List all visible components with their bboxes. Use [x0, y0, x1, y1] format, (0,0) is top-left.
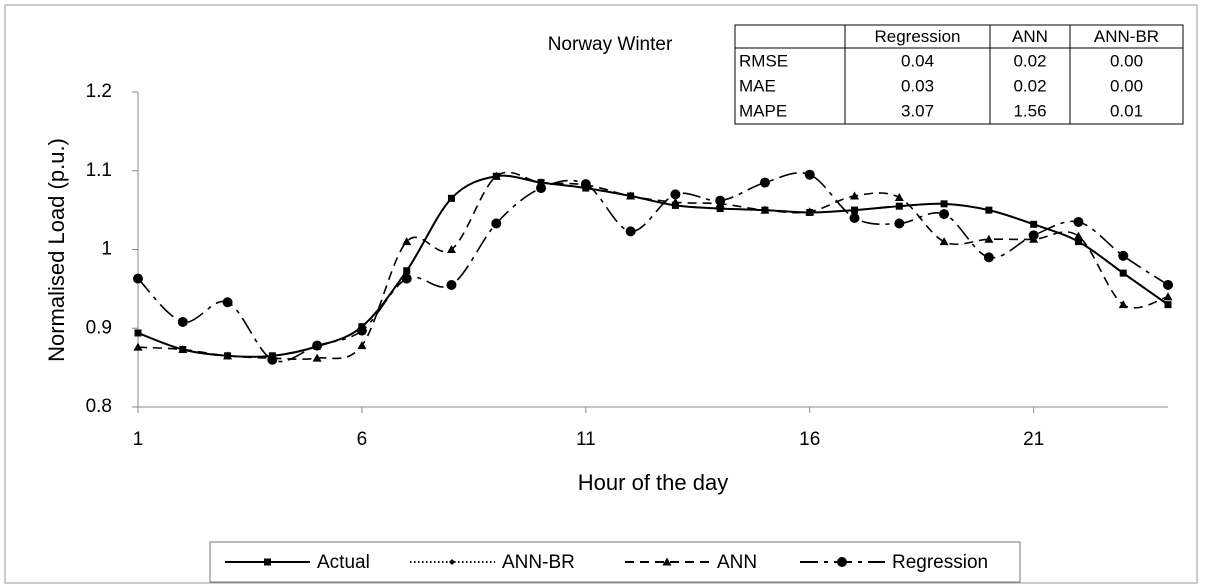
marker — [222, 297, 233, 308]
marker — [491, 218, 502, 229]
marker — [626, 191, 636, 200]
legend-label: ANN — [717, 552, 757, 573]
marker — [941, 200, 948, 207]
marker — [759, 177, 770, 188]
marker — [850, 191, 860, 200]
x-tick-label: 1 — [133, 429, 144, 450]
table-header: ANN-BR — [1094, 27, 1159, 46]
table-cell: 0.03 — [901, 76, 934, 95]
y-tick-label: 1.1 — [86, 160, 112, 181]
marker — [1165, 301, 1171, 308]
legend-marker — [662, 557, 672, 566]
marker — [625, 226, 636, 237]
marker — [1028, 230, 1039, 241]
marker — [1118, 300, 1128, 309]
marker — [446, 245, 456, 253]
marker — [1120, 270, 1127, 277]
table-row-label: RMSE — [739, 51, 788, 70]
marker — [536, 183, 547, 194]
marker — [939, 237, 949, 246]
marker — [1073, 216, 1084, 227]
marker — [446, 279, 457, 290]
marker — [894, 218, 905, 229]
marker — [670, 189, 681, 200]
legend-marker — [449, 559, 455, 565]
marker — [896, 203, 903, 210]
table-row-label: MAE — [739, 76, 776, 95]
x-axis-label: Hour of the day — [578, 470, 728, 495]
marker — [984, 234, 994, 243]
legend-marker — [264, 558, 271, 566]
marker — [760, 205, 770, 214]
x-tick-label: 6 — [357, 429, 368, 450]
table-cell: 3.07 — [901, 101, 934, 120]
legend-label: Actual — [317, 552, 370, 573]
marker — [178, 345, 188, 354]
marker — [849, 213, 860, 223]
x-tick-label: 16 — [799, 429, 820, 450]
marker — [135, 329, 141, 336]
marker — [177, 316, 188, 327]
x-tick-label: 11 — [576, 429, 596, 450]
table-cell: 0.02 — [1013, 76, 1046, 95]
y-tick-label: 1.2 — [86, 81, 112, 102]
series-line — [137, 171, 1169, 361]
table-cell: 0.00 — [1110, 51, 1143, 70]
y-tick-label: 0.9 — [86, 317, 112, 338]
marker — [448, 195, 455, 202]
table-header: ANN — [1012, 27, 1048, 46]
marker — [805, 207, 815, 216]
table-row-label: MAPE — [739, 101, 787, 120]
marker — [133, 342, 143, 351]
table-header: Regression — [875, 27, 961, 46]
table-cell: 0.04 — [901, 51, 934, 70]
marker — [401, 273, 412, 284]
marker — [402, 237, 412, 246]
marker — [1118, 250, 1129, 261]
marker — [1030, 221, 1037, 228]
marker — [985, 207, 992, 214]
marker — [1163, 279, 1173, 290]
legend-label: Regression — [892, 552, 988, 573]
marker — [357, 341, 367, 350]
marker — [312, 340, 323, 351]
marker — [491, 171, 501, 180]
marker — [983, 252, 994, 263]
table-cell: 1.56 — [1013, 101, 1046, 120]
table-cell: 0.02 — [1013, 51, 1046, 70]
marker — [580, 179, 591, 190]
marker — [133, 273, 143, 284]
marker — [1073, 231, 1083, 240]
marker — [1163, 292, 1173, 301]
marker — [894, 193, 904, 202]
marker — [312, 353, 322, 362]
marker — [223, 351, 233, 360]
marker — [356, 325, 367, 336]
marker — [1075, 238, 1082, 245]
marker — [804, 169, 815, 180]
x-tick-label: 21 — [1023, 429, 1044, 450]
table-cell: 0.00 — [1110, 76, 1143, 95]
chart-title: Norway Winter — [548, 34, 673, 55]
marker — [267, 354, 278, 365]
table-box — [734, 24, 1184, 125]
y-tick-label: 1 — [101, 239, 112, 260]
marker — [715, 195, 726, 206]
marker — [403, 267, 410, 274]
y-tick-label: 0.8 — [86, 396, 112, 417]
legend-label: ANN-BR — [502, 552, 575, 573]
marker — [851, 207, 858, 214]
table-cell: 0.01 — [1110, 101, 1143, 120]
legend-marker — [837, 557, 847, 567]
marker — [670, 197, 680, 206]
marker — [939, 209, 950, 220]
y-axis-label: Normalised Load (p.u.) — [44, 138, 69, 362]
